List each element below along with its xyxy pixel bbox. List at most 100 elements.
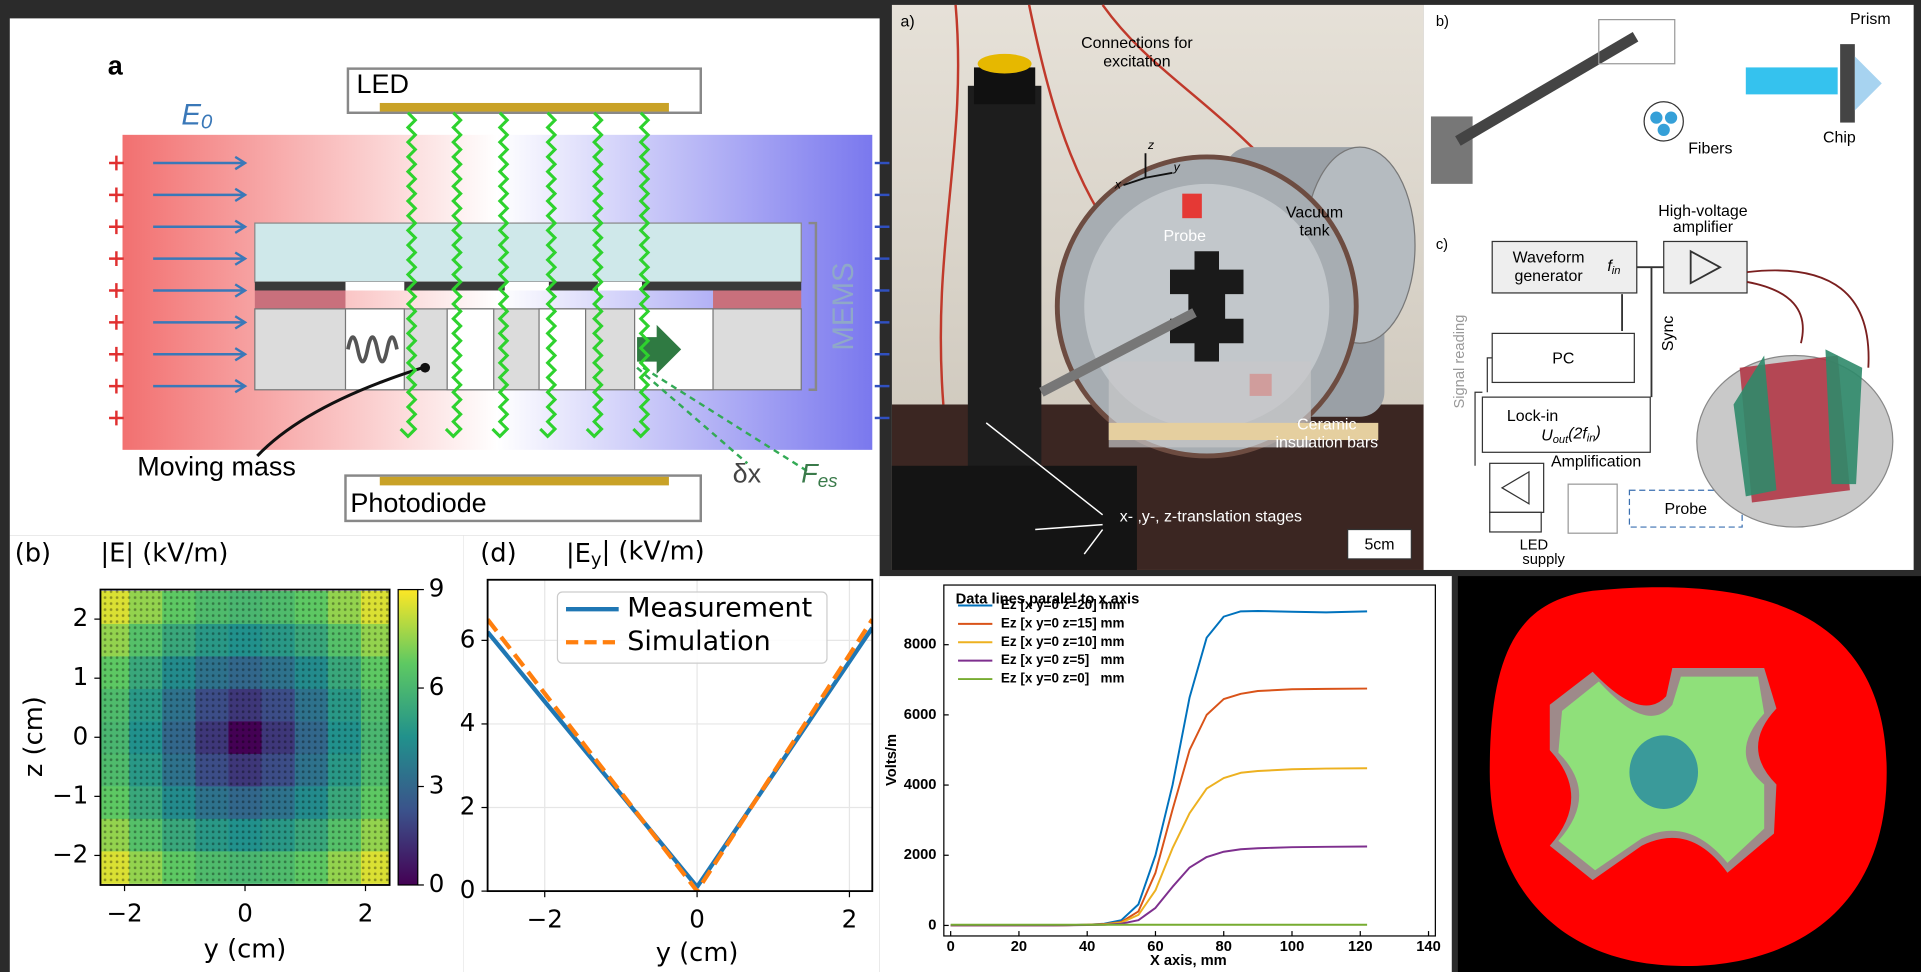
lockin-box bbox=[1481, 396, 1651, 453]
field-arrow bbox=[153, 219, 248, 234]
pc-box bbox=[1491, 332, 1635, 384]
light-ray bbox=[632, 111, 651, 439]
y-tick-label: 0 bbox=[460, 875, 476, 904]
optics-box bbox=[1567, 483, 1618, 534]
setup-diagram: b) Prism Fibers Chip c) High-voltage ampl… bbox=[1423, 4, 1914, 570]
series-line bbox=[487, 618, 873, 892]
led-supply-box bbox=[1489, 511, 1542, 533]
x-tick-label: 100 bbox=[1280, 939, 1305, 955]
amplification-label: Amplification bbox=[1551, 453, 1641, 470]
wires bbox=[1474, 357, 1493, 466]
electrodes bbox=[1733, 349, 1863, 497]
aperture bbox=[345, 281, 405, 291]
x-axis-label: y (cm) bbox=[656, 938, 739, 968]
x-tick-label: 20 bbox=[1011, 939, 1027, 955]
x-tick-label: −2 bbox=[106, 898, 142, 927]
probe-opening bbox=[1169, 251, 1244, 362]
plus-charge bbox=[109, 346, 124, 362]
series-lines bbox=[950, 610, 1368, 927]
colorbar-tick-label: 9 bbox=[429, 574, 445, 603]
text-line: generator bbox=[1514, 268, 1583, 285]
plus-charge bbox=[109, 378, 124, 394]
x-tick-label: 140 bbox=[1416, 939, 1441, 955]
signal-reading-label: Signal reading bbox=[1452, 315, 1468, 409]
field-arrow bbox=[153, 378, 248, 394]
panel bbox=[879, 576, 1452, 972]
waveform-box bbox=[1491, 240, 1638, 294]
x-tick-label: 2 bbox=[358, 898, 374, 927]
x-tick-label: 60 bbox=[1147, 939, 1163, 955]
scale-bar-box bbox=[1347, 528, 1412, 560]
plus-charge bbox=[109, 187, 124, 203]
light-ray bbox=[585, 111, 604, 439]
insulator bbox=[1182, 193, 1202, 219]
text-line: Connections for bbox=[1081, 35, 1193, 52]
mems-body bbox=[254, 308, 802, 391]
zoom-box bbox=[1598, 18, 1676, 65]
chip bbox=[1840, 44, 1855, 123]
y-tick-label: −2 bbox=[52, 839, 88, 868]
electrode bbox=[254, 290, 346, 309]
y-tick-label: 2 bbox=[73, 603, 89, 632]
panel-label: c) bbox=[1436, 237, 1448, 253]
spring bbox=[346, 335, 399, 364]
x-tick-label: 2 bbox=[842, 905, 858, 934]
panel-label: a) bbox=[900, 13, 914, 30]
ceramic-label: Ceramic insulation bars bbox=[1275, 417, 1378, 452]
stage-base bbox=[891, 465, 1137, 570]
amplifier-box bbox=[1663, 240, 1748, 294]
x-tick-label: 120 bbox=[1348, 939, 1373, 955]
dot-texture bbox=[100, 589, 390, 885]
text-part: F bbox=[801, 459, 819, 489]
y-tick-label: −1 bbox=[52, 780, 88, 809]
text-part: | (kV/m) bbox=[602, 536, 705, 566]
plot-frame bbox=[486, 578, 874, 893]
stages-label: x- ,y-, z-translation stages bbox=[1120, 508, 1302, 525]
aperture bbox=[504, 281, 549, 291]
x-axis-label: y (cm) bbox=[204, 934, 287, 964]
x-tick-label: 0 bbox=[689, 905, 705, 934]
colorbar bbox=[397, 588, 419, 886]
pc-label: PC bbox=[1552, 350, 1574, 367]
force-arrow bbox=[637, 324, 682, 374]
led-strip bbox=[379, 102, 669, 112]
y-tick-label: 2 bbox=[460, 792, 476, 821]
x-tick-label: 0 bbox=[237, 898, 253, 927]
glass-layer bbox=[254, 222, 802, 283]
legend-box bbox=[556, 591, 828, 664]
axes-glyph bbox=[1123, 153, 1173, 186]
legend-label: Ez [x y=0 z=5] mm bbox=[1001, 652, 1125, 667]
subscript: y bbox=[591, 549, 602, 570]
fiber-chip bbox=[1745, 67, 1838, 95]
y-tick-label: 6000 bbox=[904, 707, 937, 723]
axis-label: x bbox=[1114, 177, 1122, 191]
subscript: in bbox=[1587, 433, 1596, 445]
field-arrow bbox=[153, 187, 248, 203]
sync-label: Sync bbox=[1660, 316, 1677, 351]
translation-stage bbox=[967, 85, 1042, 528]
x-axis-label: X axis, mm bbox=[1150, 953, 1227, 969]
leader-lines bbox=[985, 422, 1104, 555]
displacement-label: δx bbox=[733, 459, 762, 489]
hv-cables bbox=[1746, 269, 1870, 368]
text-line: Waveform bbox=[1513, 250, 1585, 267]
heatsink bbox=[1430, 116, 1473, 184]
y-axis-label: Volts/m bbox=[884, 734, 900, 786]
y-axis-label: z (cm) bbox=[19, 696, 49, 777]
text-line: Vacuum bbox=[1286, 204, 1343, 221]
field-simulation-image bbox=[1457, 576, 1921, 972]
knob bbox=[977, 53, 1032, 74]
mems-schematic: a E0 LED MEMS Moving mass Photodiode δx … bbox=[9, 18, 890, 536]
leader-lines bbox=[636, 366, 810, 473]
field-arrow bbox=[153, 283, 248, 298]
y-tick-label: 0 bbox=[73, 721, 89, 750]
leader-line bbox=[256, 366, 424, 458]
field-arrow bbox=[153, 155, 248, 171]
heatmap-chart: (b) |E| (kV/m) y (cm) z (cm) −2 0 2 −2 −1 0 1 2… bbox=[9, 535, 464, 972]
x-tick-label: 40 bbox=[1079, 939, 1095, 955]
line-chart: Data lines paralel to x axis X axis, mm … bbox=[879, 576, 1452, 972]
series-line bbox=[487, 626, 873, 890]
legend-label: Ez [x y=0 z=15] mm bbox=[1001, 615, 1125, 630]
